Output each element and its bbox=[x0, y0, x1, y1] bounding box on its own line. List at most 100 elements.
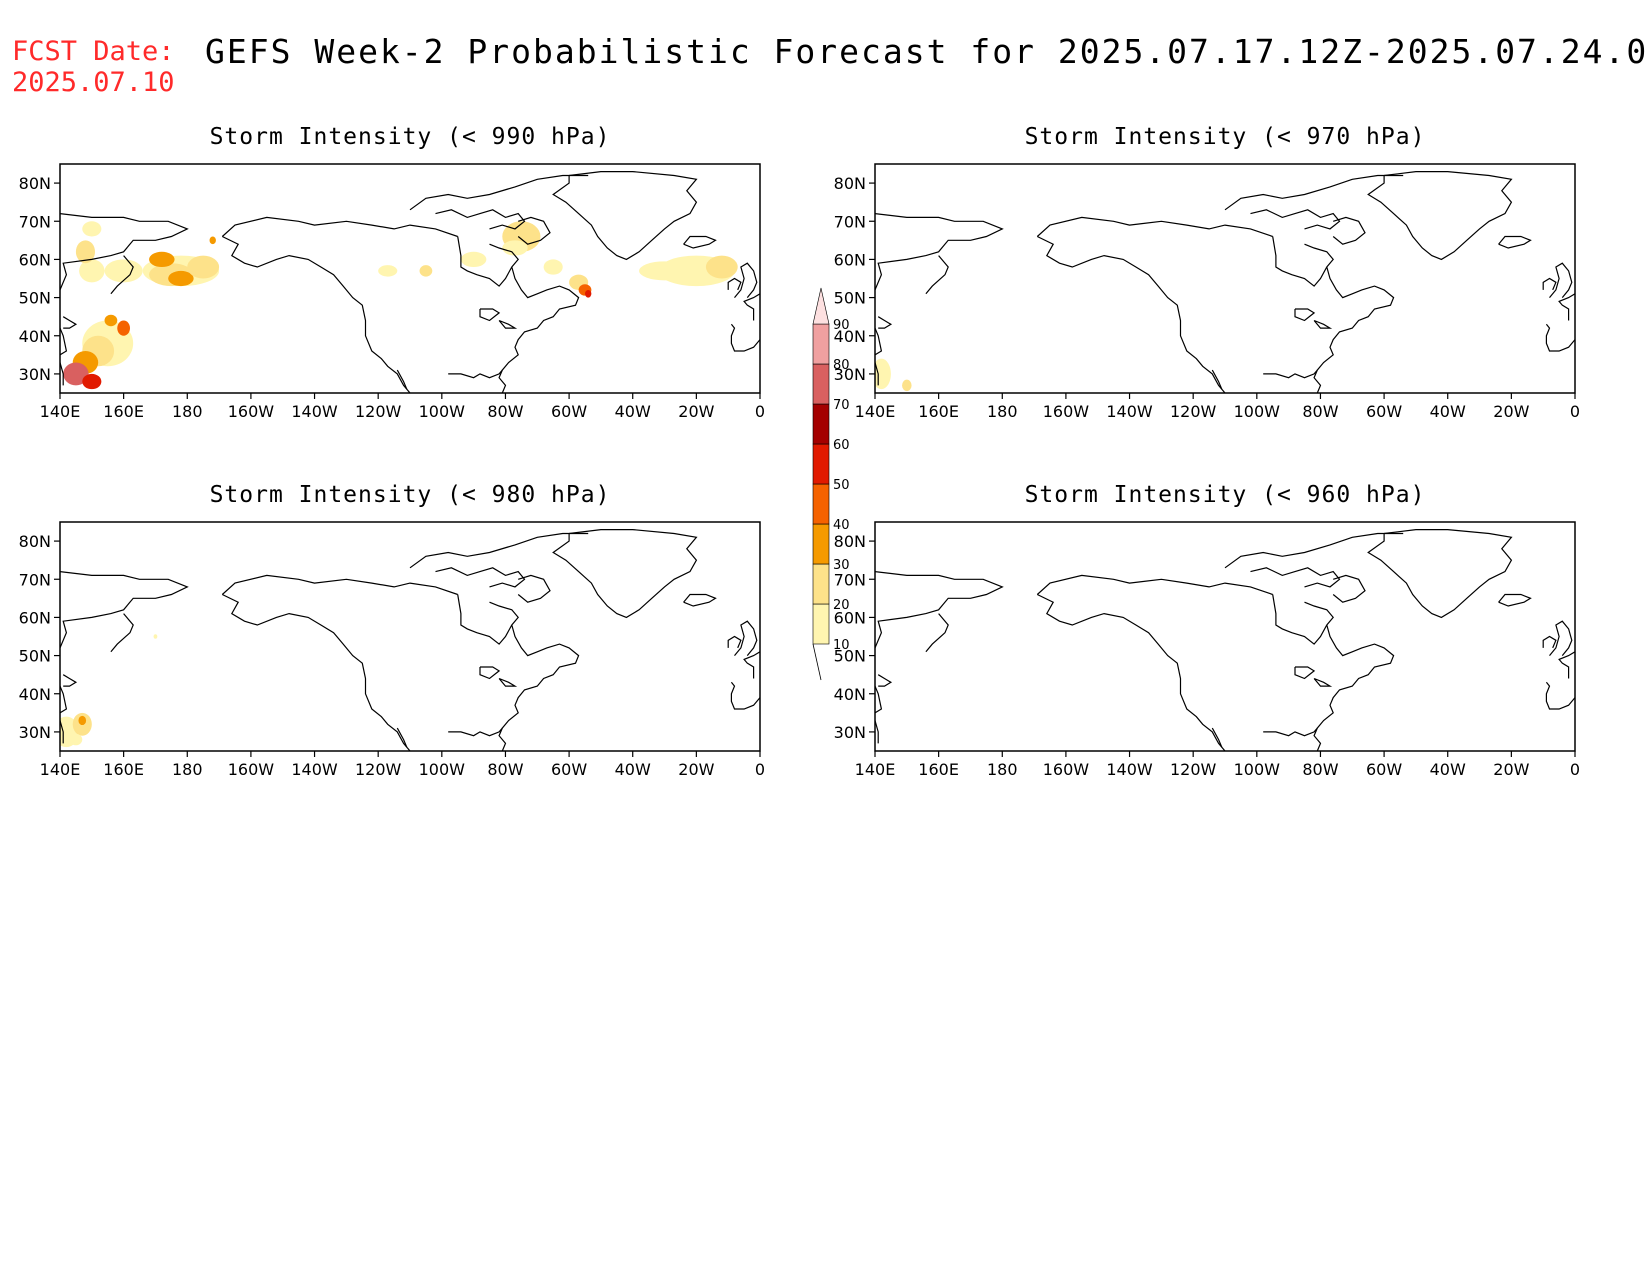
probability-area bbox=[104, 259, 143, 283]
coastline bbox=[875, 685, 883, 714]
coastline bbox=[60, 571, 189, 649]
coastline bbox=[498, 319, 518, 329]
coastline bbox=[517, 574, 551, 603]
coastline bbox=[1542, 277, 1557, 291]
coastline bbox=[396, 369, 408, 390]
lon-tick-label: 120W bbox=[1170, 760, 1217, 779]
colorbar-segment bbox=[812, 563, 830, 605]
coastline bbox=[1036, 216, 1273, 238]
lon-tick-label: 120W bbox=[355, 760, 402, 779]
probability-area bbox=[902, 379, 912, 392]
coastline bbox=[1224, 532, 1404, 569]
coastline bbox=[1545, 323, 1575, 352]
lat-tick-label: 60N bbox=[19, 608, 51, 627]
map-canvas: 80N 70N 60N 50N 40N 30N 140E 160E 180 160W 140W 120… bbox=[19, 521, 765, 779]
lat-tick-label: 70N bbox=[834, 570, 866, 589]
lon-tick-label: 60W bbox=[1366, 760, 1402, 779]
coastline bbox=[1498, 593, 1532, 607]
lon-tick-label: 40W bbox=[1430, 402, 1466, 421]
probability-area bbox=[63, 362, 89, 386]
panel-title: Storm Intensity (< 990 hPa) bbox=[209, 124, 611, 150]
coastline bbox=[1313, 624, 1395, 751]
coastline bbox=[498, 266, 580, 393]
lon-tick-label: 140W bbox=[291, 402, 338, 421]
lat-tick-label: 30N bbox=[19, 365, 51, 384]
coastline bbox=[409, 174, 589, 211]
lon-tick-label: 160E bbox=[918, 760, 959, 779]
coastline bbox=[875, 720, 879, 744]
coastline bbox=[743, 651, 760, 679]
coastline bbox=[222, 593, 411, 751]
coastline bbox=[1037, 235, 1226, 393]
colorbar-label: 20 bbox=[833, 598, 850, 613]
lat-tick-label: 60N bbox=[19, 250, 51, 269]
lon-tick-label: 100W bbox=[1234, 760, 1281, 779]
lon-tick-label: 60W bbox=[551, 760, 587, 779]
forecast-date-label: FCST Date: bbox=[12, 36, 175, 67]
lon-tick-label: 160E bbox=[103, 402, 144, 421]
coastline bbox=[727, 635, 742, 649]
panel-970: Storm Intensity (< 970 hPa) 80N 70N 60N 50N… bbox=[815, 124, 1645, 484]
map-frame bbox=[59, 163, 761, 394]
lat-tick-label: 80N bbox=[19, 174, 51, 193]
lon-tick-label: 180 bbox=[172, 760, 203, 779]
colorbar-label: 50 bbox=[833, 478, 850, 493]
coastline bbox=[1332, 216, 1366, 245]
colorbar-segment bbox=[812, 323, 830, 365]
coastline bbox=[435, 567, 526, 588]
coastline bbox=[448, 727, 503, 737]
coastline bbox=[1272, 236, 1334, 287]
lon-tick-label: 160E bbox=[103, 760, 144, 779]
panel-980: Storm Intensity (< 980 hPa) 80N 70N 60N 50N… bbox=[0, 482, 830, 842]
coastline bbox=[875, 571, 1004, 649]
panel-title: Storm Intensity (< 970 hPa) bbox=[1024, 124, 1426, 150]
colorbar-label: 90 bbox=[833, 318, 850, 333]
colorbar-segment bbox=[812, 483, 830, 525]
coastline bbox=[60, 685, 68, 714]
lat-tick-label: 50N bbox=[834, 289, 866, 308]
probability-area bbox=[149, 251, 175, 268]
coastline bbox=[1498, 235, 1532, 249]
lon-tick-label: 160E bbox=[918, 402, 959, 421]
lon-tick-label: 80W bbox=[1302, 402, 1338, 421]
coastline bbox=[730, 681, 760, 710]
probability-area bbox=[187, 255, 220, 279]
lon-tick-label: 100W bbox=[1234, 402, 1281, 421]
lon-tick-label: 140E bbox=[855, 402, 896, 421]
coastline bbox=[110, 255, 134, 295]
panel-title: Storm Intensity (< 980 hPa) bbox=[209, 482, 611, 508]
coastline bbox=[1367, 529, 1513, 619]
lat-tick-label: 40N bbox=[19, 685, 51, 704]
coastline bbox=[448, 369, 503, 379]
lon-tick-label: 100W bbox=[419, 402, 466, 421]
coastline bbox=[1558, 651, 1575, 679]
coastline bbox=[479, 308, 501, 322]
coastline bbox=[1263, 369, 1318, 379]
lon-tick-label: 20W bbox=[678, 402, 714, 421]
panel-title: Storm Intensity (< 960 hPa) bbox=[1024, 482, 1426, 508]
coastline bbox=[60, 362, 64, 386]
lon-tick-label: 160W bbox=[228, 760, 275, 779]
map-frame bbox=[874, 521, 1576, 752]
forecast-date-value: 2025.07.10 bbox=[12, 67, 175, 98]
coastline bbox=[221, 574, 458, 596]
colorbar: 10 20 30 40 50 60 70 80 90 bbox=[812, 287, 850, 681]
coastline bbox=[1037, 593, 1226, 751]
probability-area bbox=[104, 314, 118, 327]
probability-area bbox=[639, 261, 691, 281]
lon-tick-label: 80W bbox=[487, 760, 523, 779]
coastline bbox=[60, 720, 64, 744]
coastline bbox=[727, 277, 742, 291]
map-canvas: 80N 70N 60N 50N 40N 30N 140E 160E 180 160W 140W 120… bbox=[834, 163, 1580, 421]
coastline bbox=[877, 674, 893, 687]
probability-area bbox=[117, 320, 130, 336]
probability-area bbox=[543, 259, 563, 275]
coastline bbox=[498, 624, 580, 751]
coastline bbox=[1332, 574, 1366, 603]
lon-tick-label: 140E bbox=[40, 760, 81, 779]
coastline bbox=[1549, 262, 1573, 298]
lon-tick-label: 160W bbox=[1043, 402, 1090, 421]
colorbar-segment bbox=[812, 403, 830, 445]
map-canvas: 80N 70N 60N 50N 40N 30N 140E 160E 180 160W 140W 120… bbox=[834, 521, 1580, 779]
probability-area bbox=[460, 251, 487, 268]
